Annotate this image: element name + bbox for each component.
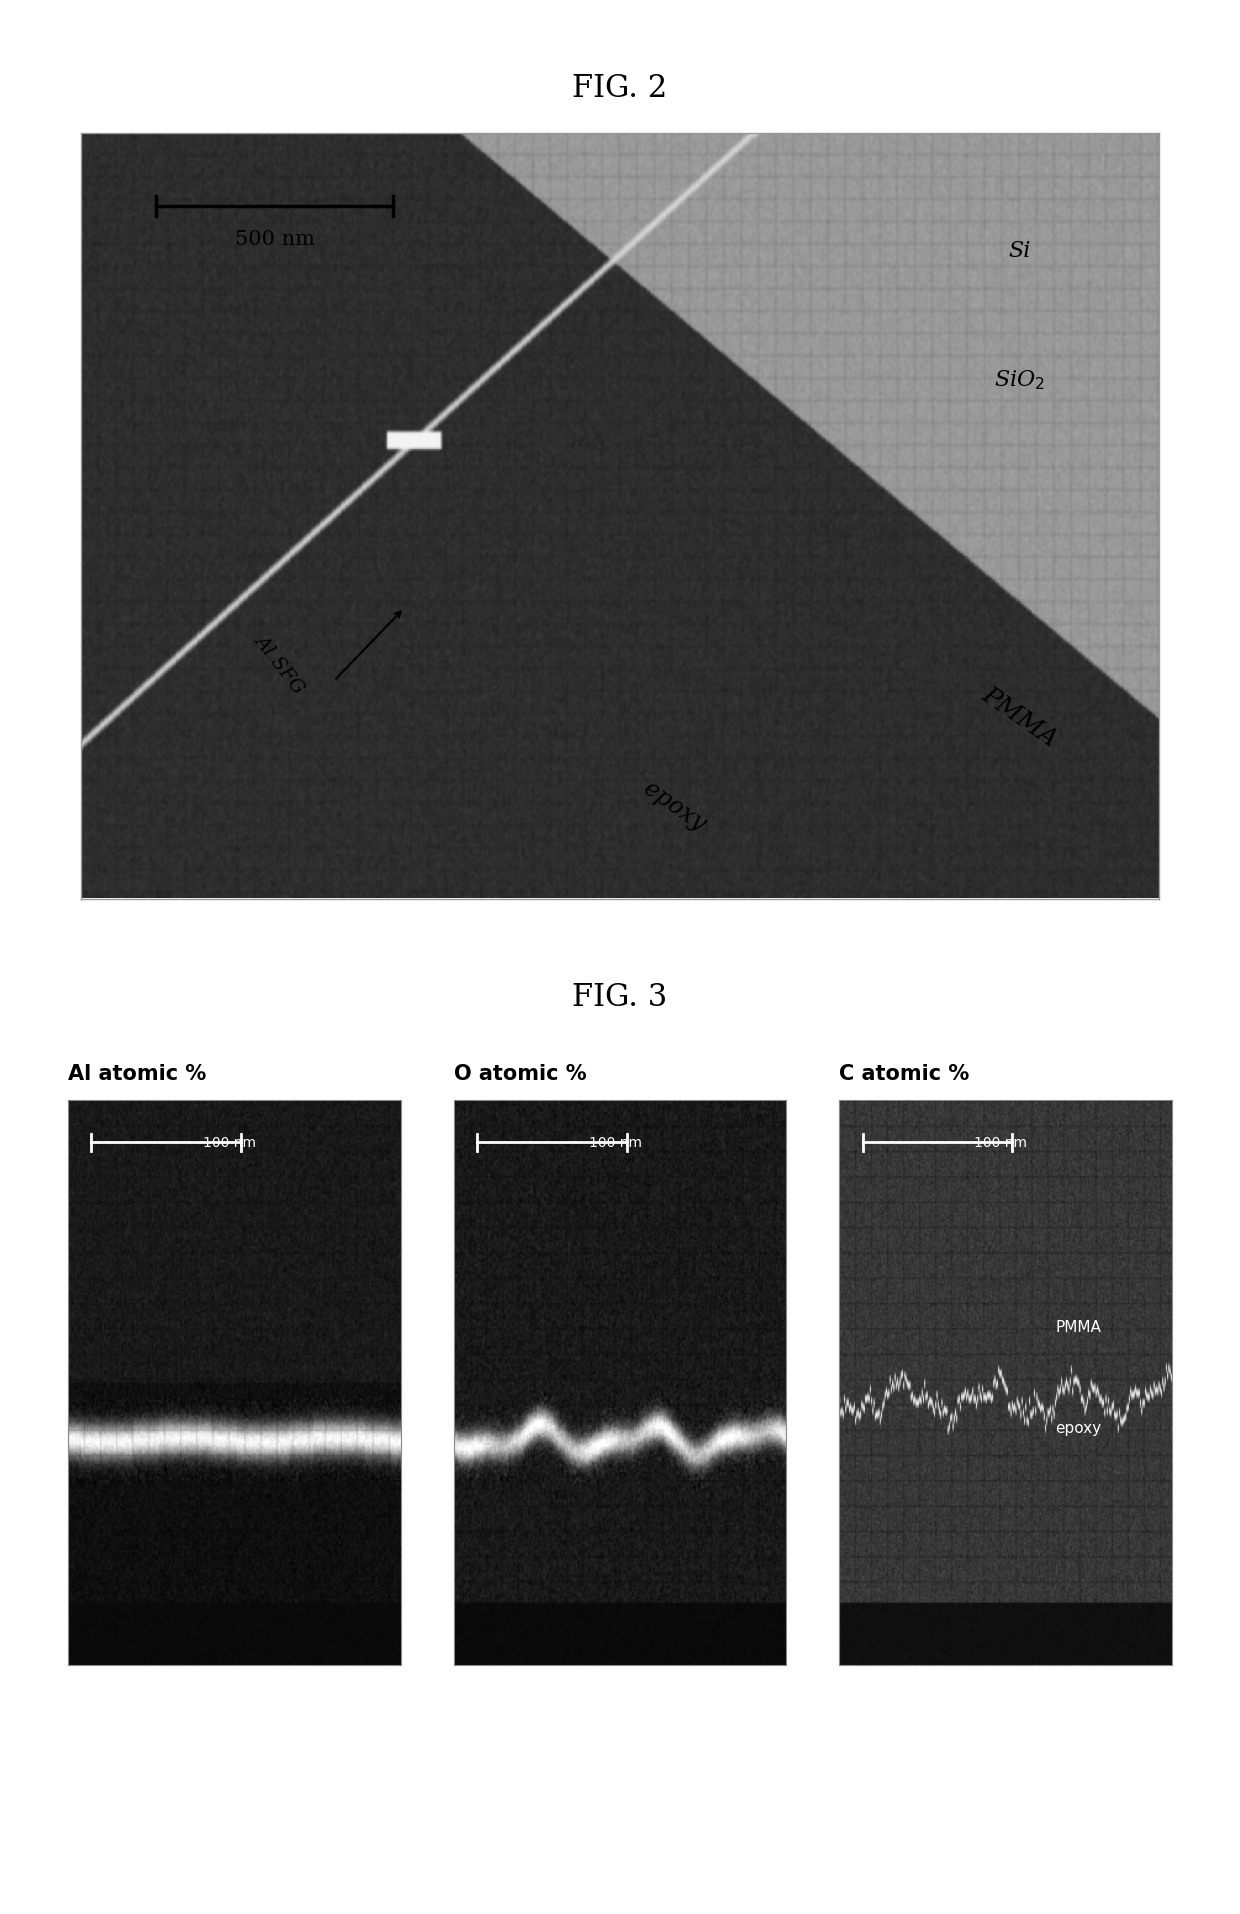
Text: Si: Si	[1008, 239, 1030, 262]
Text: SiO$_2$: SiO$_2$	[993, 369, 1044, 392]
Text: 100 nm: 100 nm	[203, 1135, 255, 1150]
Text: PMMA: PMMA	[1055, 1319, 1101, 1334]
Text: 100 nm: 100 nm	[975, 1135, 1027, 1150]
Text: Al atomic %: Al atomic %	[68, 1064, 206, 1083]
Text: FIG. 3: FIG. 3	[573, 982, 667, 1013]
Text: Al SFG: Al SFG	[252, 632, 309, 697]
Text: 100 nm: 100 nm	[589, 1135, 641, 1150]
Text: epoxy: epoxy	[639, 777, 709, 836]
Text: FIG. 2: FIG. 2	[573, 73, 667, 103]
Text: PMMA: PMMA	[977, 683, 1061, 752]
Text: 500 nm: 500 nm	[234, 230, 315, 249]
Text: C atomic %: C atomic %	[839, 1064, 970, 1083]
Text: O atomic %: O atomic %	[454, 1064, 587, 1083]
Text: epoxy: epoxy	[1055, 1420, 1101, 1436]
